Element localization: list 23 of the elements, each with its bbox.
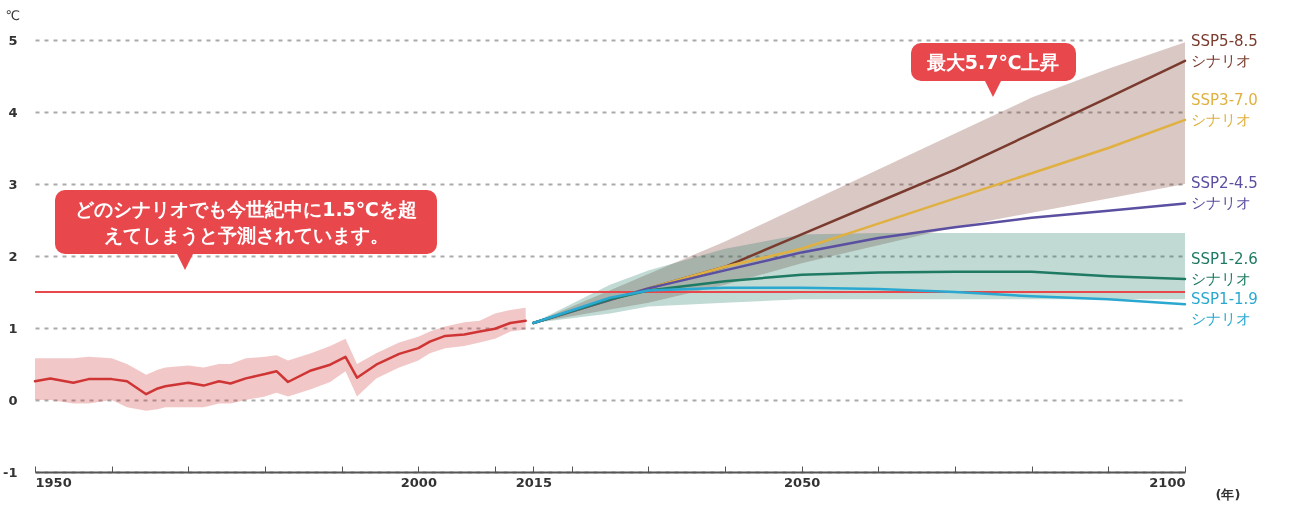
x-tick-label: 2050 (784, 474, 821, 490)
series-label: SSP1-2.6 シナリオ (1191, 250, 1258, 289)
y-tick-label: 0 (8, 392, 18, 408)
y-tick-label: 5 (8, 32, 18, 48)
y-tick-label: 2 (8, 248, 18, 264)
y-tick-label: 3 (8, 176, 18, 192)
x-tick-label: 1950 (35, 474, 72, 490)
x-axis-title: (年) (1215, 486, 1241, 502)
annotation: 最大5.7℃上昇 (910, 43, 1076, 82)
line-series (33, 319, 527, 396)
series-label: SSP3-7.0 シナリオ (1191, 90, 1258, 129)
x-tick-label: 2000 (400, 474, 437, 490)
y-tick-label: 4 (8, 104, 18, 120)
line-series (532, 286, 1187, 325)
y-tick-label: 1 (8, 320, 18, 336)
x-tick-label: 2100 (1149, 474, 1186, 490)
annotation: どのシナリオでも今世紀中に1.5℃を超えてしまうと予測されています。 (55, 190, 437, 254)
series-label: SSP1-1.9 シナリオ (1191, 290, 1258, 329)
series-label: SSP2-4.5 シナリオ (1191, 174, 1258, 213)
series-label: SSP5-8.5 シナリオ (1191, 31, 1258, 70)
x-tick-label: 2015 (515, 474, 552, 490)
y-axis-title: ℃ (5, 7, 21, 23)
y-tick-label: -1 (3, 464, 18, 480)
